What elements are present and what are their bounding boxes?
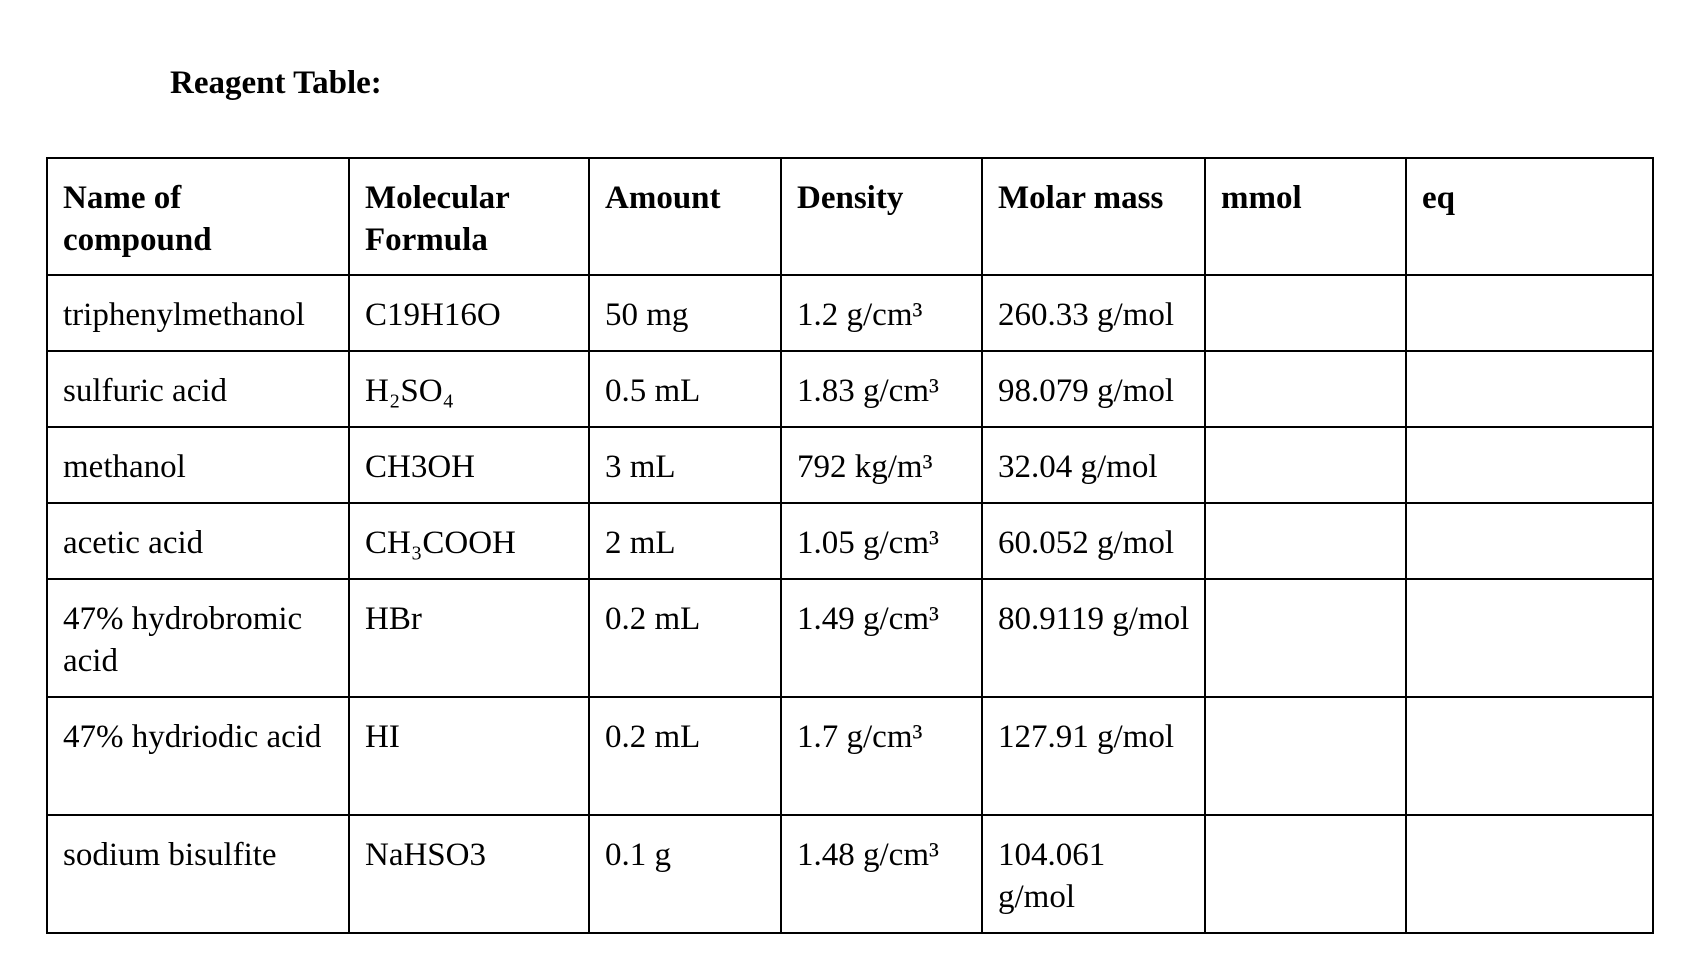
cell-density: 792 kg/m³: [780, 426, 983, 504]
header-mmol: mmol: [1204, 157, 1407, 276]
cell-name: 47% hydrobromic acid: [46, 578, 350, 698]
cell-mmol: [1204, 814, 1407, 934]
cell-density: 1.49 g/cm³: [780, 578, 983, 698]
cell-mmol: [1204, 696, 1407, 816]
cell-density: 1.7 g/cm³: [780, 696, 983, 816]
table-row: acetic acid CH₃COOH 2 mL 1.05 g/cm³ 60.0…: [46, 502, 1654, 580]
header-row: Name of compound Molecular Formula Amoun…: [46, 157, 1654, 276]
cell-amount: 0.2 mL: [588, 578, 782, 698]
cell-amount: 0.1 g: [588, 814, 782, 934]
cell-name: acetic acid: [46, 502, 350, 580]
cell-name: sulfuric acid: [46, 350, 350, 428]
cell-mmol: [1204, 350, 1407, 428]
table-row: sulfuric acid H₂SO₄ 0.5 mL 1.83 g/cm³ 98…: [46, 350, 1654, 428]
table-row: sodium bisulfite NaHSO3 0.1 g 1.48 g/cm³…: [46, 814, 1654, 934]
cell-density: 1.48 g/cm³: [780, 814, 983, 934]
cell-mmol: [1204, 578, 1407, 698]
cell-formula: HBr: [348, 578, 590, 698]
cell-eq: [1405, 350, 1654, 428]
cell-name: methanol: [46, 426, 350, 504]
cell-eq: [1405, 502, 1654, 580]
cell-name: 47% hydriodic acid: [46, 696, 350, 816]
cell-eq: [1405, 814, 1654, 934]
cell-formula: HI: [348, 696, 590, 816]
header-density: Density: [780, 157, 983, 276]
table-row: 47% hydrobromic acid HBr 0.2 mL 1.49 g/c…: [46, 578, 1654, 698]
cell-amount: 3 mL: [588, 426, 782, 504]
cell-molar-mass: 98.079 g/mol: [981, 350, 1206, 428]
cell-density: 1.83 g/cm³: [780, 350, 983, 428]
cell-molar-mass: 127.91 g/mol: [981, 696, 1206, 816]
reagent-table: Name of compound Molecular Formula Amoun…: [46, 157, 1654, 934]
cell-formula: CH₃COOH: [348, 502, 590, 580]
table-row: methanol CH3OH 3 mL 792 kg/m³ 32.04 g/mo…: [46, 426, 1654, 504]
cell-amount: 0.2 mL: [588, 696, 782, 816]
cell-density: 1.05 g/cm³: [780, 502, 983, 580]
cell-molar-mass: 60.052 g/mol: [981, 502, 1206, 580]
header-formula: Molecular Formula: [348, 157, 590, 276]
cell-molar-mass: 260.33 g/mol: [981, 274, 1206, 352]
page-title: Reagent Table:: [170, 65, 382, 101]
cell-amount: 50 mg: [588, 274, 782, 352]
cell-molar-mass: 32.04 g/mol: [981, 426, 1206, 504]
cell-amount: 0.5 mL: [588, 350, 782, 428]
cell-formula: C19H16O: [348, 274, 590, 352]
cell-molar-mass: 104.061 g/mol: [981, 814, 1206, 934]
cell-formula: NaHSO3: [348, 814, 590, 934]
cell-mmol: [1204, 426, 1407, 504]
cell-density: 1.2 g/cm³: [780, 274, 983, 352]
cell-mmol: [1204, 502, 1407, 580]
cell-molar-mass: 80.9119 g/mol: [981, 578, 1206, 698]
table-row: 47% hydriodic acid HI 0.2 mL 1.7 g/cm³ 1…: [46, 696, 1654, 816]
header-amount: Amount: [588, 157, 782, 276]
cell-mmol: [1204, 274, 1407, 352]
cell-name: sodium bisulfite: [46, 814, 350, 934]
cell-eq: [1405, 578, 1654, 698]
cell-eq: [1405, 696, 1654, 816]
cell-eq: [1405, 274, 1654, 352]
header-eq: eq: [1405, 157, 1654, 276]
cell-formula: H₂SO₄: [348, 350, 590, 428]
table-row: triphenylmethanol C19H16O 50 mg 1.2 g/cm…: [46, 274, 1654, 352]
cell-formula: CH3OH: [348, 426, 590, 504]
cell-eq: [1405, 426, 1654, 504]
cell-name: triphenylmethanol: [46, 274, 350, 352]
cell-amount: 2 mL: [588, 502, 782, 580]
header-molar-mass: Molar mass: [981, 157, 1206, 276]
header-name: Name of compound: [46, 157, 350, 276]
